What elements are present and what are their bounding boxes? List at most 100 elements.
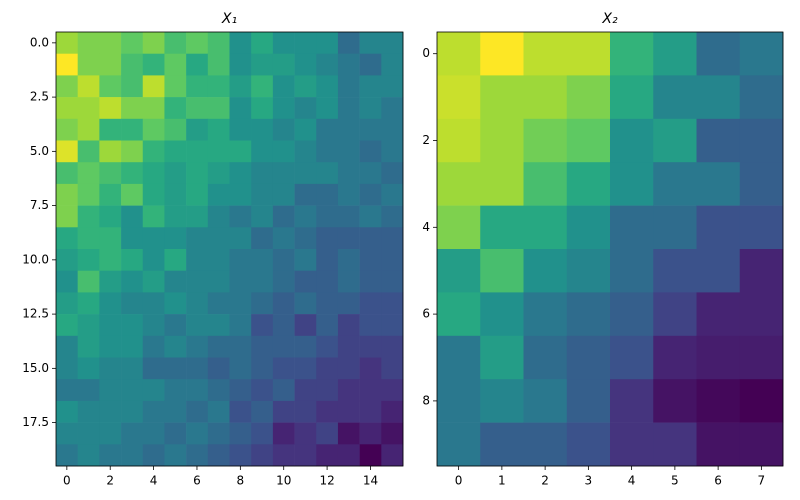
heatmap-cell [653,162,697,206]
y-tick-label: 0.0 [30,35,49,49]
heatmap-cell [56,32,78,54]
heatmap-cell [56,357,78,380]
heatmap-cell [77,227,100,250]
heatmap-cell [653,32,697,76]
heatmap-cell [653,379,697,423]
heatmap-cell [164,183,187,206]
heatmap-cell [164,162,187,185]
heatmap-cell [251,53,274,76]
heatmap-cell [359,292,382,315]
heatmap-cell [186,205,209,228]
heatmap-cell [77,183,100,206]
heatmap-cell [653,75,697,120]
heatmap-cell [381,249,404,271]
heatmap-cell [121,270,144,293]
heatmap-cell [359,162,382,185]
heatmap-cell [229,400,252,423]
heatmap-cell [739,422,784,467]
heatmap-cell [696,292,741,337]
heatmap-cell [337,249,360,271]
heatmap-cell [480,205,524,250]
heatmap-cell [251,75,274,98]
heatmap-cell [77,444,100,467]
heatmap-cell [294,227,317,250]
heatmap-cell [523,118,568,163]
heatmap-cell [229,335,252,358]
heatmap-cell [566,75,611,120]
heatmap-cell [272,140,295,163]
heatmap-cell [359,379,382,402]
heatmap-cell [610,335,654,380]
heatmap-cell [739,205,784,250]
heatmap-cell [251,422,274,445]
heatmap-cell [186,118,209,141]
heatmap-cell [99,314,122,337]
heatmap-cell [207,249,230,271]
heatmap-cell [251,379,274,402]
heatmap-cell [316,422,339,445]
heatmap-cell [381,205,404,228]
x-tick-label: 0 [63,474,71,488]
heatmap-cell [316,75,339,98]
heatmap-cell [56,270,78,293]
axes-frame [55,31,404,467]
heatmap-cell [56,227,78,250]
heatmap-cell [229,205,252,228]
x-tick-label: 4 [150,474,158,488]
heatmap-cell [381,314,404,337]
heatmap-cell [251,314,274,337]
heatmap-cell [77,75,100,98]
heatmap-cell [523,379,568,423]
heatmap-cell [294,162,317,185]
heatmap-cell [229,53,252,76]
x-tick-label: 2 [541,474,549,488]
heatmap-cell [99,292,122,315]
heatmap-cell [207,335,230,358]
heatmap-cell [523,162,568,206]
x-tick-label: 6 [193,474,201,488]
heatmap-cell [77,335,100,358]
heatmap-cell [359,140,382,163]
heatmap-cell [142,97,165,120]
heatmap-cell [272,335,295,358]
y-tick-label: 4 [422,220,430,234]
heatmap-cell [437,422,481,467]
heatmap-cell [77,292,100,315]
heatmap-cell [337,140,360,163]
x-tick-label: 3 [585,474,593,488]
heatmap-cell [696,118,741,163]
heatmap-cell [294,292,317,315]
heatmap-cell [77,314,100,337]
heatmap-cell [272,162,295,185]
heatmap-cell [359,357,382,380]
heatmap-cell [251,205,274,228]
heatmap-cell [186,97,209,120]
y-tick-label: 8 [422,393,430,407]
heatmap-cell [229,270,252,293]
heatmap-cell [337,97,360,120]
heatmap-cell [142,32,165,54]
heatmap-cell [653,422,697,467]
heatmap-cell [229,227,252,250]
heatmap-cell [653,205,697,250]
heatmap-cell [229,97,252,120]
heatmap-cell [294,97,317,120]
heatmap-cell [272,183,295,206]
heatmap-cell [272,32,295,54]
heatmap-cell [337,53,360,76]
heatmap-cell [99,444,122,467]
heatmap-cell [142,379,165,402]
heatmap-cell [186,227,209,250]
heatmap-cell [337,227,360,250]
heatmap-cell [56,140,78,163]
heatmap-cell [359,270,382,293]
heatmap-cell [186,357,209,380]
heatmap-cell [610,249,654,293]
heatmap-cell [480,162,524,206]
heatmap-cell [142,270,165,293]
heatmap-cell [142,292,165,315]
heatmap-cell [186,422,209,445]
heatmap-cell [381,444,404,467]
heatmap-cell [56,183,78,206]
heatmap-cell [56,335,78,358]
